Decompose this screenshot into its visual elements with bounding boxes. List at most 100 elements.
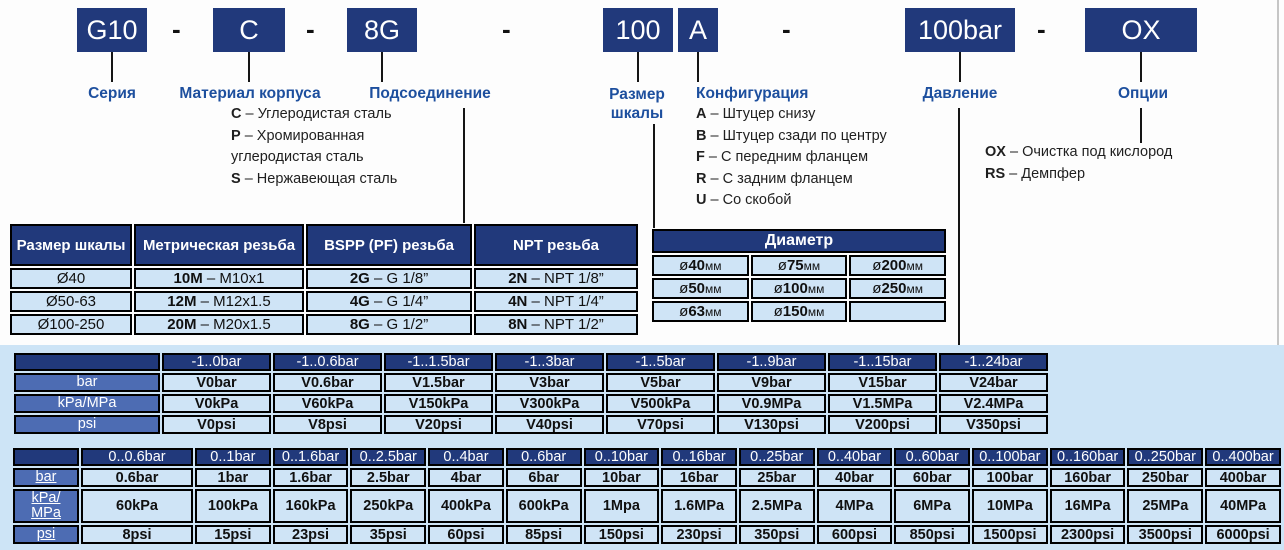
table-row: Диаметр [652,229,946,253]
table-row: ø40мм ø75мм ø200мм [652,255,946,276]
header-cell: 0..6bar [505,448,582,466]
separator-dash: - [782,14,791,44]
value-cell: V0bar [162,373,271,392]
list-item: OX – Очистка под кислород [985,144,1173,160]
value-cell: 40MPa [1205,489,1281,523]
scale-label-line2: шкалы [610,105,664,122]
header-cell: 0..250bar [1127,448,1204,466]
configuration-options-list: A – Штуцер снизу B – Штуцер сзади по цен… [696,104,956,212]
value-cell: 60psi [428,525,504,544]
group-label-series: Серия [88,85,136,102]
value-cell: 4G – G 1/4” [306,291,472,312]
table-row: 0..0.6bar 0..1bar 0..1.6bar 0..2.5bar 0.… [13,448,1281,466]
value-cell: V1.5MPa [828,394,937,413]
material-options-list: C – Углеродистая сталь P – Хромированная… [231,104,436,190]
value-cell: V0.6bar [273,373,382,392]
header-cell: -1..0bar [162,353,271,371]
value-cell: 1500psi [972,525,1048,544]
header-cell: 0..100bar [972,448,1048,466]
value-cell: V8psi [273,415,382,434]
value-cell: 85psi [505,525,582,544]
header-cell: 0..40bar [816,448,893,466]
header-cell: -1..0.6bar [273,353,382,371]
row-label-cell: bar [14,373,160,392]
value-cell: V350psi [939,415,1048,434]
code-box-options: OX [1085,8,1197,52]
value-cell: 600psi [816,525,893,544]
header-cell: 0..60bar [894,448,971,466]
row-label-cell: kPa/MPa [14,394,160,413]
list-item: C – Углеродистая сталь [231,106,392,122]
value-cell: 16bar [661,468,737,487]
header-cell: 0..160bar [1049,448,1126,466]
value-cell: 150psi [583,525,660,544]
code-box-scale-size: 100 [603,8,673,52]
value-cell: 10bar [583,468,660,487]
header-cell: 0..400bar [1205,448,1281,466]
value-cell: 100kPa [195,489,271,523]
connector-line [381,52,383,82]
value-cell: Ø40 [10,268,132,289]
code-box-series: G10 [77,8,147,52]
value-cell: 0.6bar [81,468,193,487]
code-box-configuration: A [678,8,718,52]
value-cell: 8N – NPT 1/2” [474,314,638,335]
group-label-connection: Подсоединение [369,85,491,102]
value-cell: V150kPa [384,394,493,413]
table-row: ø50мм ø100мм ø250мм [652,278,946,299]
value-cell: 2N – NPT 1/8” [474,268,638,289]
corner-cell [13,448,79,466]
table-row: psi 8psi 15psi 23psi 35psi 60psi 85psi 1… [13,525,1281,544]
value-cell: 16MPa [1049,489,1126,523]
header-cell: NPT резьба [474,224,638,266]
value-cell: 230psi [661,525,737,544]
list-item: S – Нержавеющая сталь [231,170,398,187]
thread-table: Размер шкалы Метрическая резьба BSPP (PF… [8,222,640,337]
list-item: A – Штуцер снизу [696,106,816,122]
table-row: psi V0psi V8psi V20psi V40psi V70psi V13… [14,415,1048,434]
value-cell: 2300psi [1049,525,1126,544]
value-cell: V0.9MPa [717,394,826,413]
value-cell: 350psi [738,525,815,544]
value-cell: 23psi [272,525,349,544]
value-cell: V0kPa [162,394,271,413]
value-cell: 250bar [1127,468,1204,487]
value-cell: 12M – M12x1.5 [134,291,304,312]
diameter-table: Диаметр ø40мм ø75мм ø200мм ø50мм ø100мм … [650,227,948,324]
connector-line [1140,52,1142,82]
separator-dash: - [172,14,181,44]
header-cell: Размер шкалы [10,224,132,266]
value-cell: 35psi [350,525,427,544]
connector-line-pressure [958,108,960,345]
separator-dash: - [1037,14,1046,44]
header-cell: -1..1.5bar [384,353,493,371]
header-cell: -1..5bar [606,353,715,371]
header-cell: -1..9bar [717,353,826,371]
table-row: bar V0bar V0.6bar V1.5bar V3bar V5bar V9… [14,373,1048,392]
row-label-cell: psi [13,525,79,544]
value-cell: V500kPa [606,394,715,413]
table-row: Ø100-250 20M – M20x1.5 8G – G 1/2” 8N – … [10,314,638,335]
table-row: Ø50-63 12M – M12x1.5 4G – G 1/4” 4N – NP… [10,291,638,312]
header-cell: 0..2.5bar [350,448,427,466]
table-row: ø63мм ø150мм [652,301,946,322]
value-cell: 10MPa [972,489,1048,523]
value-cell: 850psi [894,525,971,544]
value-cell: 6000psi [1205,525,1281,544]
header-cell: BSPP (PF) резьба [306,224,472,266]
code-box-connection: 8G [347,8,417,52]
value-cell: V0psi [162,415,271,434]
header-cell: -1..24bar [939,353,1048,371]
value-cell: 8G – G 1/2” [306,314,472,335]
list-item: P – Хромированная углеродистая сталь [231,127,365,166]
table-row: -1..0bar -1..0.6bar -1..1.5bar -1..3bar … [14,353,1048,371]
value-cell: 160bar [1049,468,1126,487]
connector-line [637,52,639,82]
value-cell: V200psi [828,415,937,434]
value-cell: 20M – M20x1.5 [134,314,304,335]
connector-line-scale [653,124,655,228]
value-cell: 8psi [81,525,193,544]
value-cell: 40bar [816,468,893,487]
table-row: kPa/MPa 60kPa 100kPa 160kPa 250kPa 400kP… [13,489,1281,523]
value-cell: V300kPa [495,394,604,413]
